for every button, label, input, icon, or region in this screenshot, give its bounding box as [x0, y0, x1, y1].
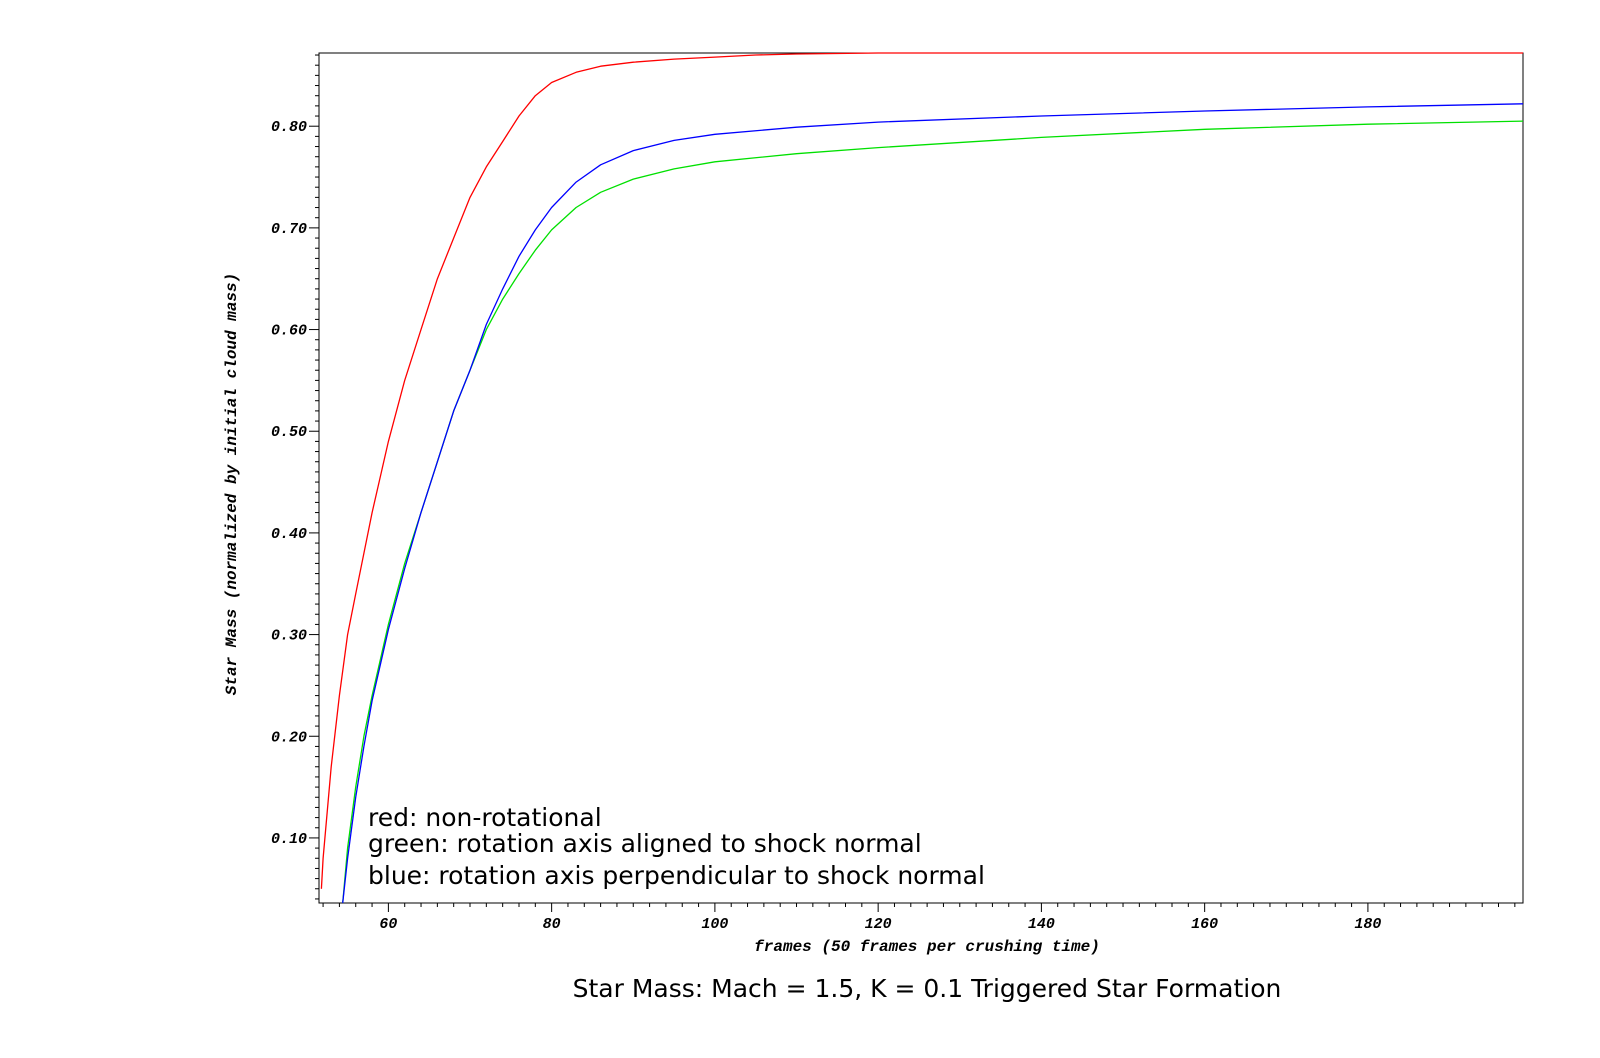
y-tick-label: 0.50: [271, 424, 307, 441]
x-tick-label: 80: [543, 916, 561, 933]
y-tick-label: 0.10: [271, 831, 307, 848]
series-line-1: [342, 120, 1524, 904]
chart-title: Star Mass: Mach = 1.5, K = 0.1 Triggered…: [573, 974, 1282, 1003]
legend-entry-blue: blue: rotation axis perpendicular to sho…: [368, 861, 985, 890]
y-tick-label: 0.80: [271, 119, 307, 136]
x-tick-label: 160: [1191, 916, 1218, 933]
x-tick-label: 140: [1028, 916, 1055, 933]
legend-entry-red: red: non-rotational: [368, 803, 602, 832]
y-tick-label: 0.20: [271, 729, 307, 746]
y-tick-label: 0.40: [271, 526, 307, 543]
legend-entry-green: green: rotation axis aligned to shock no…: [368, 829, 922, 858]
series-line-2: [342, 103, 1524, 904]
x-axis-label: frames (50 frames per crushing time): [754, 938, 1100, 956]
x-tick-label: 60: [379, 916, 397, 933]
x-tick-label: 180: [1354, 916, 1381, 933]
plot-frame: [318, 52, 1524, 904]
y-axis-label: Star Mass (normalized by initial cloud m…: [223, 273, 241, 695]
y-tick-label: 0.60: [271, 323, 307, 340]
y-tick-label: 0.70: [271, 221, 307, 238]
x-tick-label: 120: [865, 916, 892, 933]
x-tick-label: 100: [701, 916, 728, 933]
y-tick-label: 0.30: [271, 628, 307, 645]
series-line-0: [320, 52, 1523, 889]
